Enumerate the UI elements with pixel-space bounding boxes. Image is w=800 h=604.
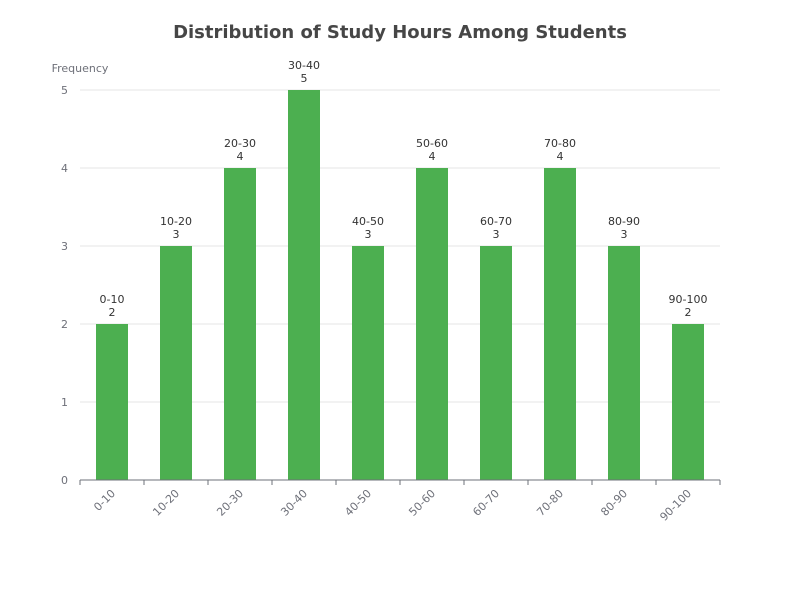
- data-label-category: 0-10: [100, 293, 125, 306]
- bar-70-80: [544, 168, 576, 480]
- y-tick-label: 3: [61, 240, 68, 253]
- data-label-category: 90-100: [669, 293, 708, 306]
- x-tick-label: 30-40: [278, 487, 310, 519]
- y-tick-label: 5: [61, 84, 68, 97]
- data-label-value: 2: [109, 306, 116, 319]
- bars: [96, 90, 704, 480]
- y-axis-ticks: 0 1 2 3 4 5: [61, 84, 68, 487]
- bar-40-50: [352, 246, 384, 480]
- data-label-value: 2: [685, 306, 692, 319]
- x-axis-ticks: 0-10 10-20 20-30 30-40 40-50 50-60 60-70 70-80 8…: [79, 480, 721, 524]
- bar-80-90: [608, 246, 640, 480]
- data-label-category: 10-20: [160, 215, 192, 228]
- x-tick-label: 0-10: [91, 487, 118, 514]
- data-label-category: 40-50: [352, 215, 384, 228]
- data-label-value: 5: [301, 72, 308, 85]
- bar-20-30: [224, 168, 256, 480]
- y-tick-label: 0: [61, 474, 68, 487]
- y-tick-label: 1: [61, 396, 68, 409]
- x-tick-label: 60-70: [470, 487, 502, 519]
- bar-10-20: [160, 246, 192, 480]
- data-label-category: 30-40: [288, 59, 320, 72]
- chart-title: Distribution of Study Hours Among Studen…: [173, 22, 627, 43]
- x-tick-label: 90-100: [657, 487, 694, 524]
- x-tick-label: 80-90: [598, 487, 630, 519]
- bar-0-10: [96, 324, 128, 480]
- data-label-category: 80-90: [608, 215, 640, 228]
- data-label-value: 3: [621, 228, 628, 241]
- bar-30-40: [288, 90, 320, 480]
- data-label-value: 4: [429, 150, 436, 163]
- data-label-category: 60-70: [480, 215, 512, 228]
- data-label-value: 4: [237, 150, 244, 163]
- data-label-category: 70-80: [544, 137, 576, 150]
- data-label-value: 4: [557, 150, 564, 163]
- y-tick-label: 4: [61, 162, 68, 175]
- x-tick-label: 20-30: [214, 487, 246, 519]
- x-tick-label: 50-60: [406, 487, 438, 519]
- x-tick-label: 40-50: [342, 487, 374, 519]
- data-label-value: 3: [493, 228, 500, 241]
- y-tick-label: 2: [61, 318, 68, 331]
- bar-60-70: [480, 246, 512, 480]
- x-tick-label: 10-20: [150, 487, 182, 519]
- data-label-value: 3: [173, 228, 180, 241]
- bar-90-100: [672, 324, 704, 480]
- y-axis-label: Frequency: [52, 62, 109, 75]
- x-tick-label: 70-80: [534, 487, 566, 519]
- data-label-value: 3: [365, 228, 372, 241]
- bar-50-60: [416, 168, 448, 480]
- data-label-category: 20-30: [224, 137, 256, 150]
- data-labels: 0-10210-20320-30430-40540-50350-60460-70…: [100, 59, 708, 319]
- data-label-category: 50-60: [416, 137, 448, 150]
